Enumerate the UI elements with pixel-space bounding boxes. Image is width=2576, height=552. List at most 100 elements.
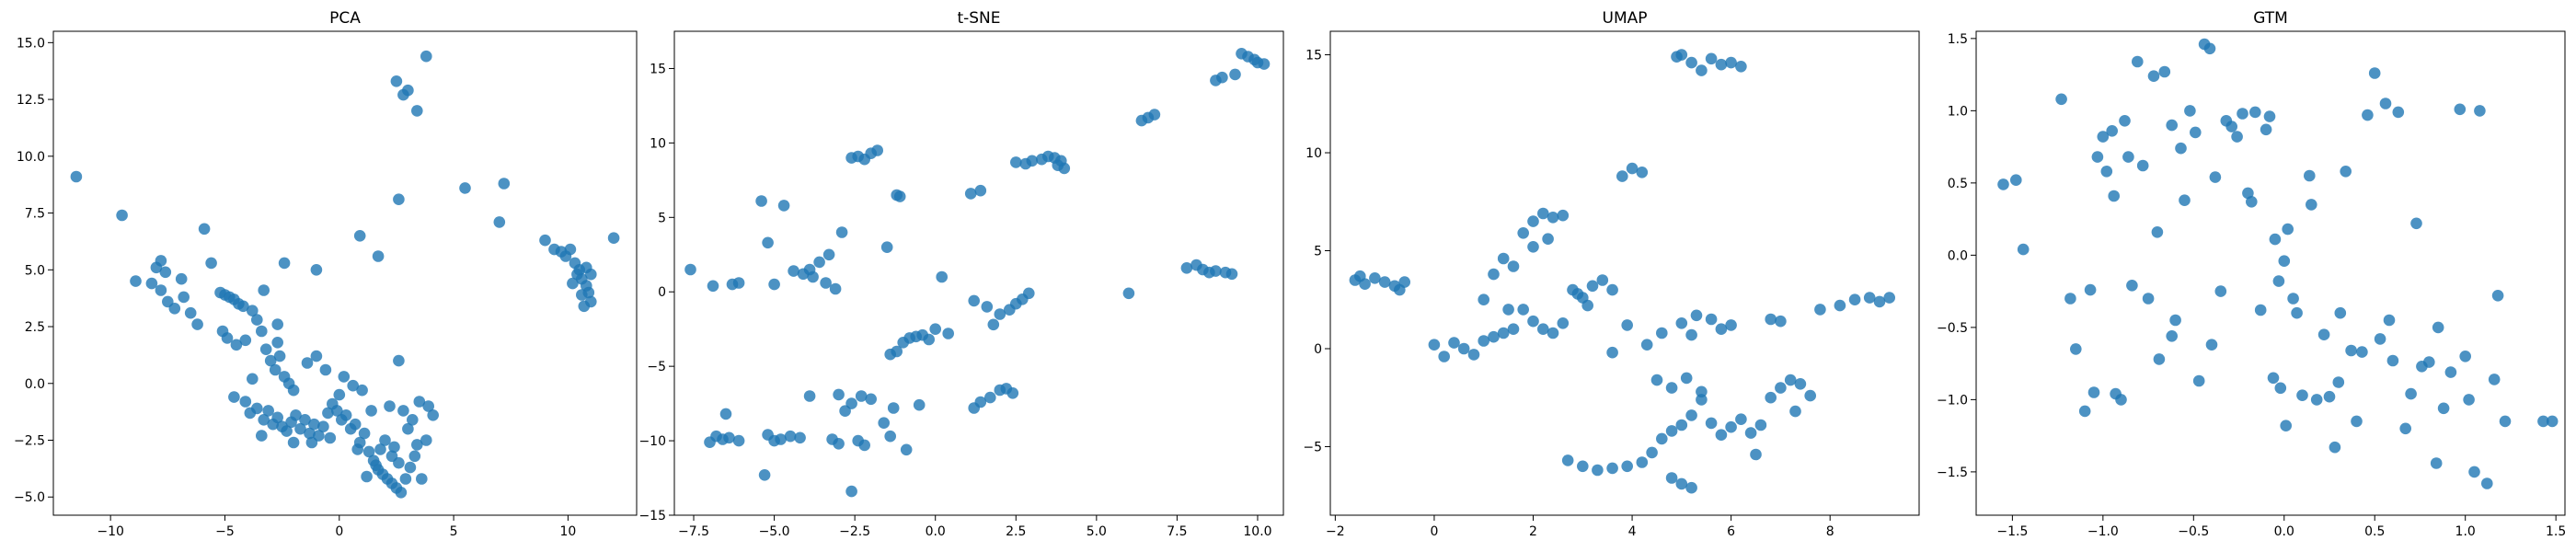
scatter-point (256, 430, 268, 442)
scatter-point (1715, 58, 1728, 71)
scatter-point (370, 459, 382, 471)
scatter-point (2405, 387, 2417, 400)
y-tick-label: 7.5 (25, 207, 45, 222)
scatter-point (913, 398, 926, 411)
scatter-point (1354, 270, 1366, 282)
scatter-point (803, 390, 816, 402)
scatter-point (1675, 317, 1688, 329)
scatter-point (1680, 372, 1693, 385)
scatter-point (2332, 376, 2345, 388)
x-tick-label: 5 (450, 524, 458, 539)
scatter-point (539, 234, 551, 247)
scatter-point (2488, 374, 2501, 385)
scatter-point (347, 379, 360, 392)
scatter-point (794, 431, 806, 444)
scatter-point (2287, 293, 2299, 305)
scatter-point (333, 388, 346, 401)
scatter-point (184, 306, 197, 319)
scatter-point (1478, 335, 1489, 347)
scatter-point (2175, 142, 2187, 155)
scatter-point (1488, 330, 1500, 343)
scatter-point (155, 255, 167, 267)
scatter-point (1606, 283, 1618, 296)
scatter-point (2392, 106, 2405, 119)
scatter-point (2091, 151, 2104, 163)
scatter-point (1621, 460, 1633, 473)
scatter-point (2100, 166, 2113, 178)
y-tick-label: 2.5 (25, 320, 45, 335)
scatter-point (571, 268, 583, 281)
y-tick-label: −0.5 (1937, 321, 1968, 336)
scatter-point (404, 461, 417, 474)
scatter-point (1696, 385, 1708, 398)
scatter-point (1705, 313, 1718, 326)
x-tick-label: −2.5 (839, 524, 870, 539)
scatter-point (1467, 349, 1480, 361)
scatter-point (2463, 394, 2475, 406)
scatter-point (974, 396, 987, 408)
x-tick-label: 6 (1727, 524, 1735, 539)
scatter-point (1636, 456, 1649, 468)
scatter-point (891, 345, 903, 358)
scatter-point (349, 418, 362, 431)
scatter-point (1725, 420, 1737, 433)
scatter-point (159, 266, 172, 279)
scatter-point (2017, 243, 2030, 256)
scatter-point (607, 232, 620, 244)
scatter-point (1725, 319, 1737, 331)
scatter-point (1873, 295, 1886, 308)
scatter-point (379, 434, 391, 446)
scatter-point (1744, 427, 1757, 439)
scatter-point (820, 277, 832, 289)
scatter-point (301, 357, 314, 369)
scatter-point (1542, 233, 1554, 245)
scatter-point (1586, 280, 1599, 293)
scatter-point (388, 441, 400, 454)
scatter-point (319, 363, 332, 376)
scatter-point (1502, 304, 1514, 316)
scatter-point (1784, 374, 1797, 386)
scatter-point (755, 195, 767, 207)
scatter-point (2209, 171, 2222, 183)
scatter-point (2087, 386, 2100, 398)
scatter-point (1789, 405, 1801, 418)
scatter-point (271, 411, 284, 424)
scatter-point (1517, 227, 1529, 239)
scatter-point (2459, 351, 2471, 362)
scatter-point (2481, 477, 2493, 489)
scatter-point (264, 354, 277, 367)
scatter-point (1765, 391, 1777, 404)
scatter-point (1488, 268, 1500, 281)
scatter-point (2147, 70, 2160, 82)
scatter-point (1715, 323, 1728, 336)
scatter-point (1765, 313, 1777, 326)
scatter-point (2267, 372, 2280, 385)
scatter-point (2546, 415, 2559, 428)
scatter-point (130, 275, 142, 287)
scatter-point (198, 223, 211, 236)
scatter-point (1750, 448, 1762, 461)
scatter-point (372, 250, 385, 262)
scatter-point (310, 264, 323, 276)
scatter-point (822, 248, 835, 261)
scatter-point (228, 391, 240, 403)
scatter-point (2491, 290, 2504, 302)
scatter-point (942, 328, 954, 339)
scatter-point (2166, 119, 2178, 132)
scatter-point (1640, 339, 1653, 351)
scatter-point (393, 354, 405, 367)
y-tick-label: 1.5 (1948, 32, 1968, 47)
chart-title: GTM (2253, 9, 2288, 28)
scatter-point (116, 209, 128, 222)
scatter-point (353, 229, 366, 242)
scatter-point (1216, 71, 1228, 84)
scatter-point (175, 272, 188, 285)
y-tick-label: 10 (1305, 146, 1322, 161)
scatter-point (70, 170, 83, 183)
y-tick-label: −1.5 (1937, 466, 1968, 480)
y-tick-label: −2.5 (14, 434, 45, 449)
y-tick-label: −15 (638, 509, 666, 523)
scatter-point (1685, 481, 1697, 494)
chart-panel-2: UMAP −2 0 2 4 6 8 −5 0 5 10 15 (1303, 9, 1920, 539)
scatter-point (2399, 422, 2411, 435)
